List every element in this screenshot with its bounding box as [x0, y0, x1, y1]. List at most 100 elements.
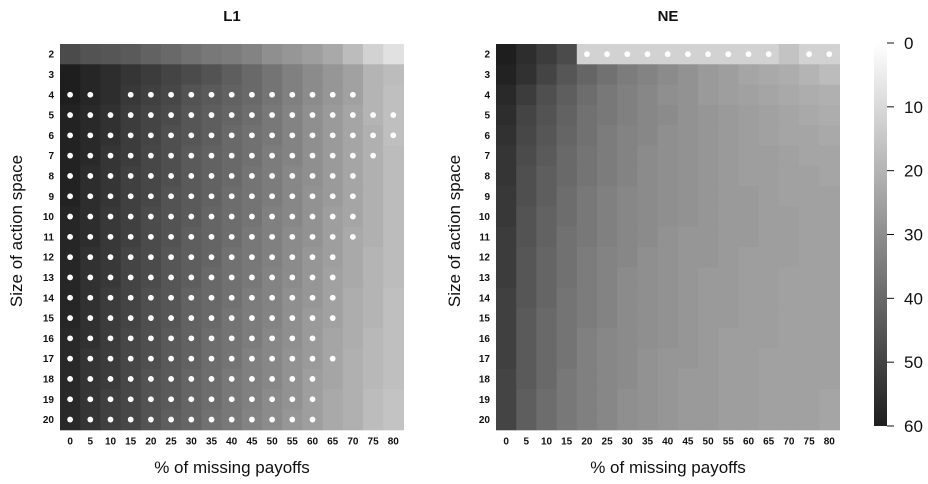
heatmap-cell: [556, 104, 578, 126]
heatmap-cell: [677, 186, 699, 207]
significance-dot: [67, 274, 73, 281]
heatmap-cell: [383, 186, 404, 207]
significance-dot: [67, 112, 73, 118]
significance-dot: [208, 91, 215, 98]
heatmap-cell: [536, 348, 558, 370]
heatmap-cell: [637, 165, 659, 187]
heatmap-cell: [496, 84, 517, 106]
heatmap-cell: [617, 287, 638, 309]
heatmap-cell: [677, 64, 699, 86]
significance-dot: [309, 173, 316, 179]
significance-dot: [624, 51, 631, 58]
heatmap-cell: [819, 267, 840, 289]
significance-dot: [67, 132, 73, 139]
heatmap-cell: [799, 145, 820, 167]
significance-dot: [148, 91, 154, 98]
heatmap-cell: [718, 206, 739, 228]
y-tick-label: 4: [48, 90, 54, 101]
heatmap-cell: [363, 287, 384, 309]
significance-dot: [87, 396, 94, 403]
y-tick-label: 20: [479, 415, 491, 426]
heatmap-cell: [597, 348, 618, 370]
heatmap-cell: [597, 368, 618, 390]
heatmap-cell: [657, 307, 679, 329]
significance-dot: [228, 233, 235, 240]
heatmap-cell: [383, 287, 404, 309]
x-tick-label: 5: [88, 437, 94, 448]
heatmap-cell: [516, 247, 537, 268]
heatmap-cell: [556, 287, 578, 309]
heatmap-cell: [221, 44, 243, 65]
significance-dot: [705, 51, 711, 58]
significance-dot: [370, 112, 376, 118]
heatmap-cell: [778, 104, 800, 126]
heatmap-cell: [342, 247, 364, 268]
significance-dot: [168, 91, 175, 98]
heatmap-cell: [637, 368, 659, 390]
heatmap-cell: [657, 389, 679, 410]
significance-dot: [249, 233, 255, 240]
significance-dot: [765, 51, 772, 58]
heatmap-cell: [718, 409, 739, 431]
heatmap-cell: [556, 247, 578, 268]
significance-dot: [584, 51, 590, 58]
heatmap-cell: [637, 125, 659, 147]
heatmap-cell: [819, 84, 840, 106]
y-tick-label: 11: [479, 232, 490, 243]
significance-dot: [67, 254, 73, 261]
heatmap-cell: [799, 267, 820, 289]
heatmap-cell: [496, 44, 517, 65]
significance-dot: [249, 132, 255, 139]
heatmap-cell: [617, 125, 638, 147]
heatmap-cell: [536, 104, 558, 126]
heatmap-cell: [556, 206, 578, 228]
heatmap-cell: [778, 64, 800, 86]
heatmap-cell: [363, 368, 384, 390]
significance-dot: [249, 355, 255, 362]
heatmap-cell: [516, 389, 537, 410]
heatmap-cell: [657, 186, 679, 207]
heatmap-cell: [657, 348, 679, 370]
significance-dot: [269, 396, 275, 403]
heatmap-cell: [363, 165, 384, 187]
significance-dot: [107, 416, 114, 423]
heatmap-cell: [363, 64, 384, 86]
heatmap-cell: [617, 368, 638, 390]
heatmap-cell: [738, 125, 760, 147]
significance-dot: [67, 213, 73, 220]
significance-dot: [148, 315, 154, 321]
heatmap-cell: [597, 84, 618, 106]
heatmap-cell: [322, 409, 344, 431]
heatmap-cell: [718, 287, 739, 309]
significance-dot: [329, 254, 336, 261]
heatmap-cell: [363, 267, 384, 289]
heatmap-cell: [698, 368, 719, 390]
heatmap-cell: [322, 389, 344, 410]
heatmap-cell: [363, 389, 384, 410]
heatmap-cell: [718, 165, 739, 187]
heatmap-cell: [677, 165, 699, 187]
heatmap-cell: [342, 328, 364, 350]
y-tick-label: 6: [484, 131, 490, 142]
heatmap-cell: [677, 125, 699, 147]
heatmap-cell: [637, 389, 659, 410]
heatmap-cell: [322, 64, 344, 86]
heatmap-cell: [819, 368, 840, 390]
colorbar-tick-label: 50: [904, 353, 923, 372]
significance-dot: [269, 152, 275, 159]
heatmap-cell: [556, 389, 578, 410]
significance-dot: [67, 376, 73, 382]
heatmap-cell: [758, 348, 780, 370]
significance-dot: [127, 254, 134, 261]
significance-dot: [87, 355, 94, 362]
heatmap-cell: [322, 328, 344, 350]
significance-dot: [87, 132, 94, 139]
heatmap-cell: [799, 328, 820, 350]
heatmap-cell: [496, 409, 517, 431]
heatmap-cell: [363, 348, 384, 370]
heatmap-cell: [718, 145, 739, 167]
heatmap-cell: [60, 44, 81, 65]
x-tick-label: 30: [622, 437, 634, 448]
heatmap-cell: [516, 104, 537, 126]
heatmap-cell: [698, 64, 719, 86]
